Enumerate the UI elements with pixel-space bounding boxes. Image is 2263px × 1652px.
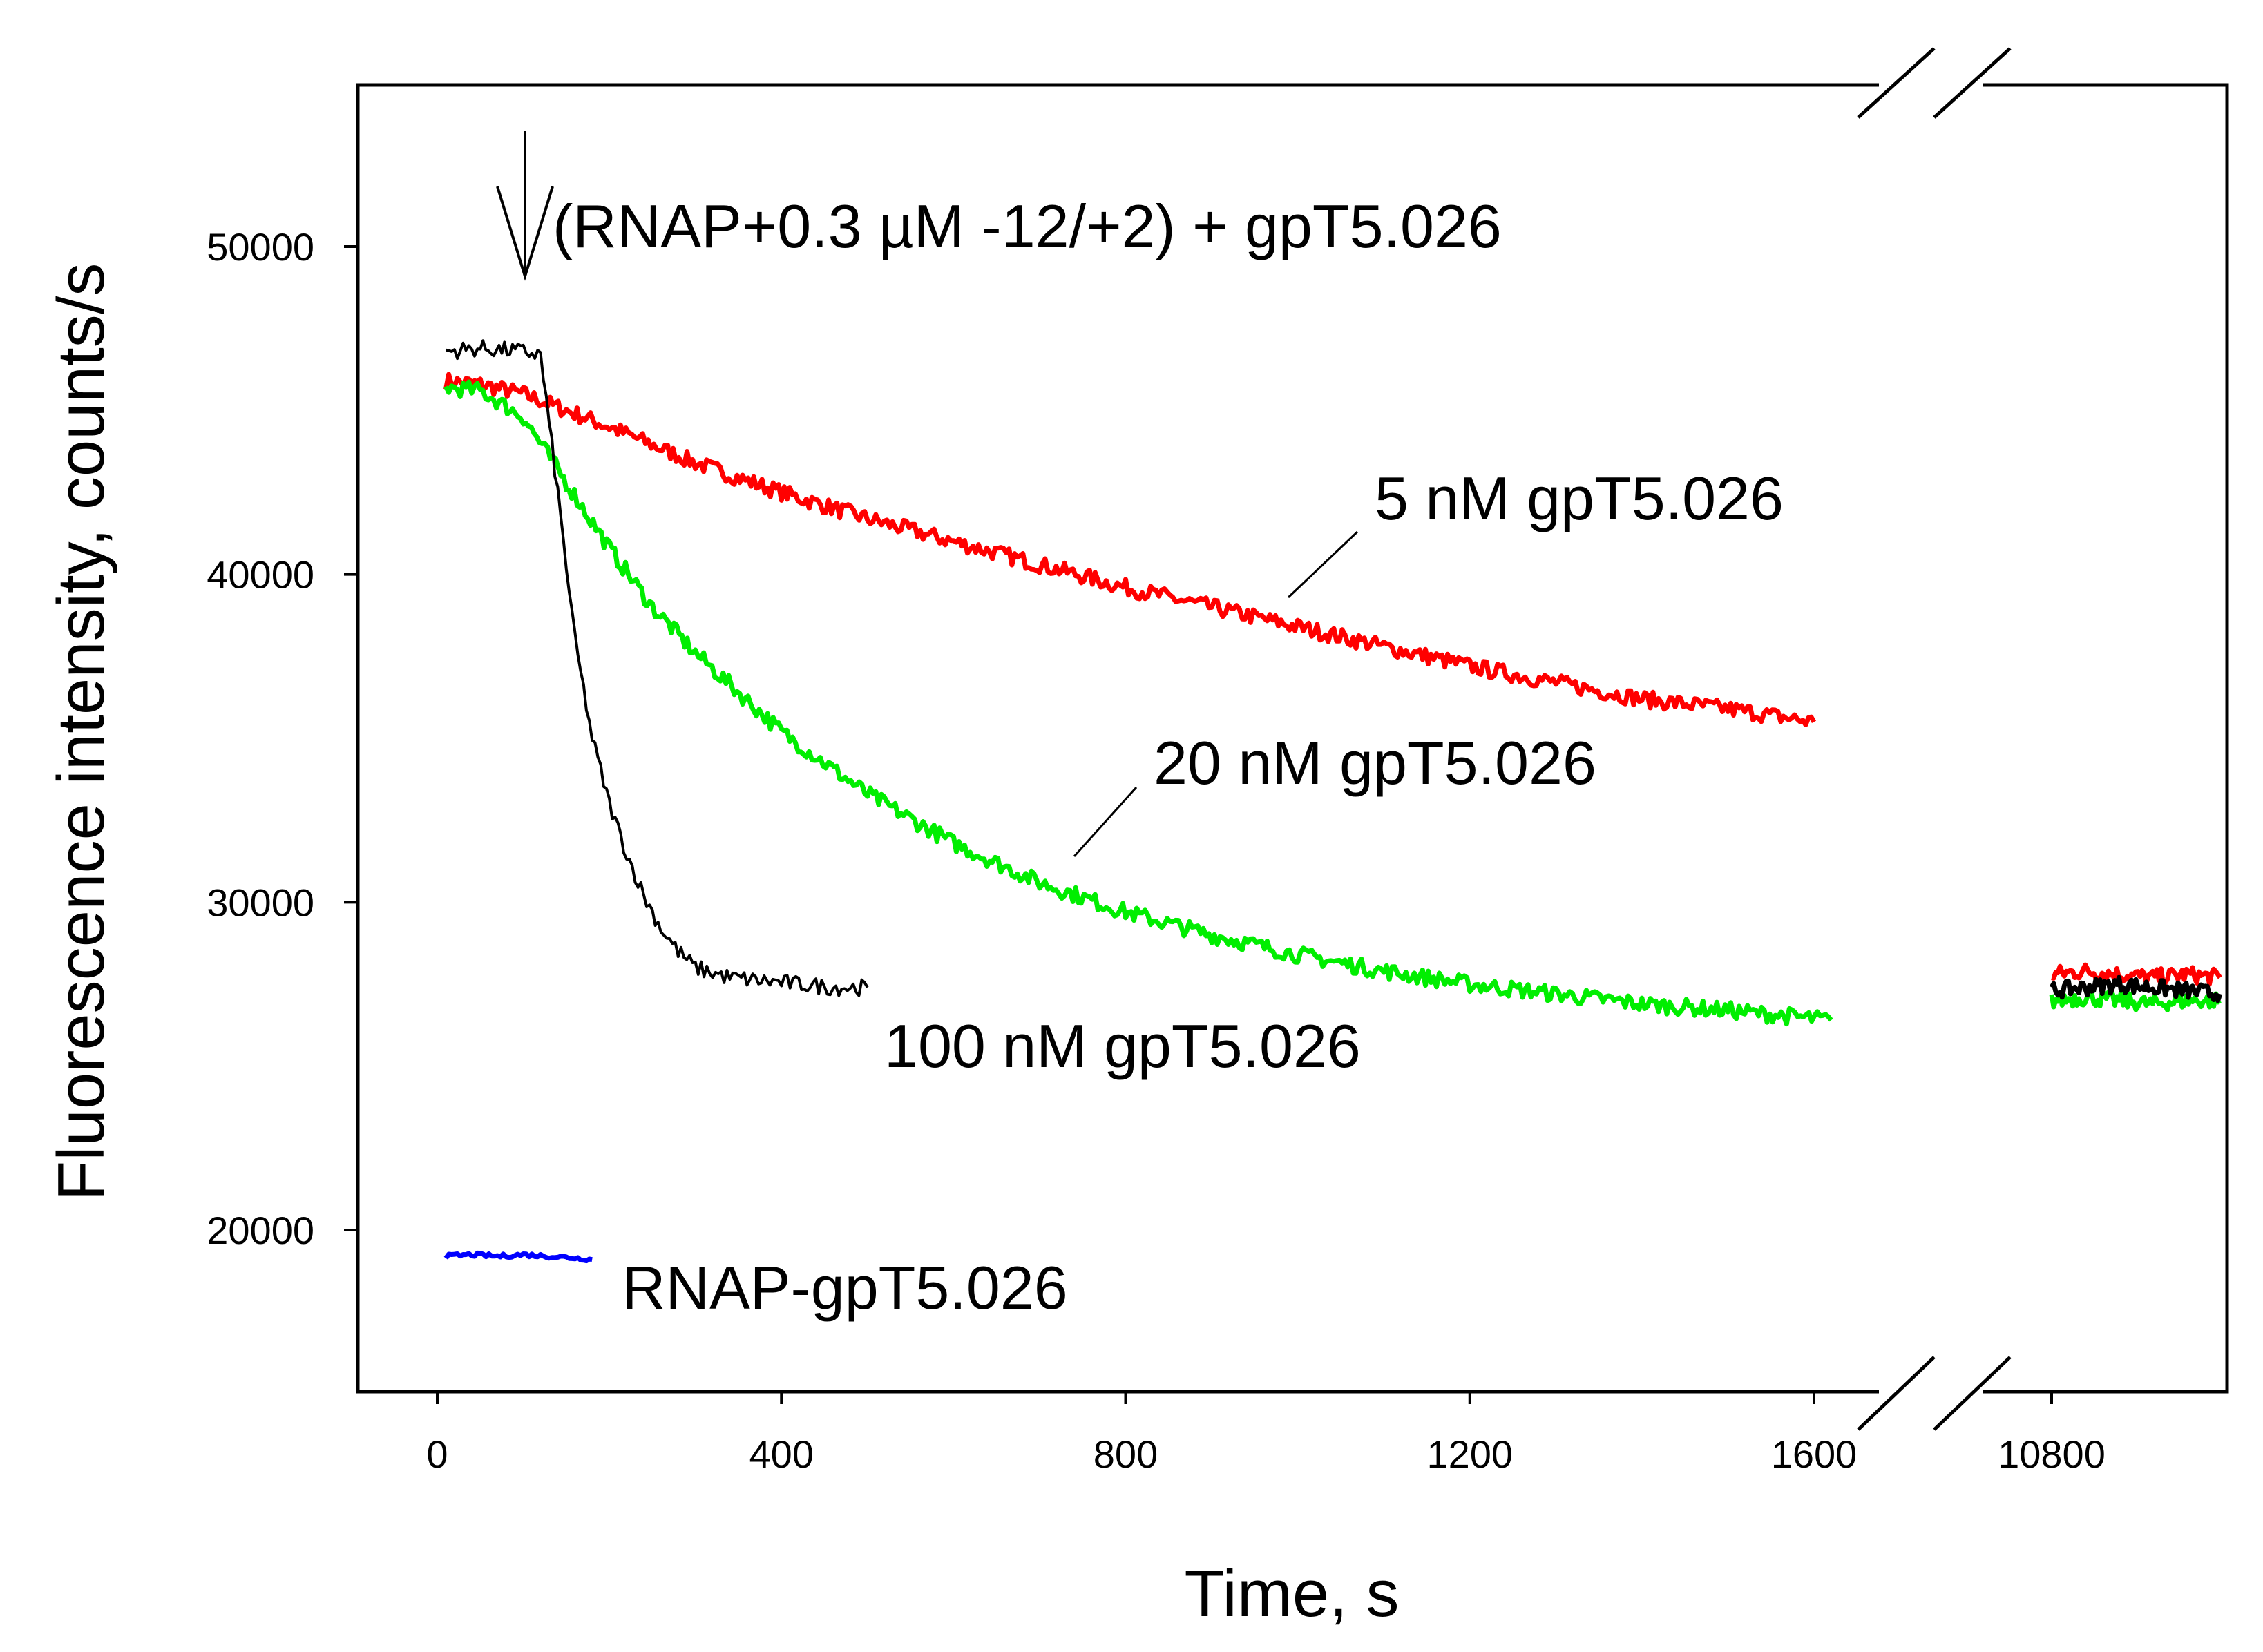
x-tick-label: 1200	[1426, 1432, 1513, 1476]
series-line-late-20-nm-gpt5-026	[2049, 989, 2222, 1012]
label-100nm: 100 nM gpT5.026	[884, 1012, 1361, 1080]
x-tick-label: 10800	[1998, 1432, 2106, 1476]
label-5nm: 5 nM gpT5.026	[1375, 464, 1784, 532]
series-line-100-nm-gpt5-026	[446, 339, 869, 997]
series-line-5-nm-gpt5-026	[443, 372, 1817, 727]
x-tick-label: 0	[426, 1432, 448, 1476]
label-20nm: 20 nM gpT5.026	[1154, 729, 1596, 797]
series-line-rnap-gpt5-026	[443, 1250, 593, 1264]
series-line-late-100-nm-gpt5-026	[2049, 974, 2223, 1003]
x-tick-label: 1600	[1771, 1432, 1858, 1476]
y-axis-title: Fluorescence intensity, counts/s	[44, 263, 118, 1202]
y-tick-label: 30000	[207, 881, 314, 924]
plot-frame	[356, 83, 2229, 1394]
addition-arrow	[496, 131, 554, 281]
x-tick-label: 800	[1094, 1432, 1158, 1476]
series-line-20-nm-gpt5-026	[443, 379, 1833, 1027]
y-tick-label: 50000	[207, 225, 314, 269]
label-complex: RNAP-gpT5.026	[622, 1254, 1068, 1322]
y-tick-label: 20000	[207, 1209, 314, 1252]
y-tick-label: 40000	[207, 553, 314, 597]
x-tick-label: 400	[749, 1432, 814, 1476]
addition-label: (RNAP+0.3 µM -12/+2) + gpT5.026	[553, 192, 1502, 260]
x-axis-title: Time, s	[1184, 1557, 1399, 1631]
axis-break-marks	[1857, 47, 2012, 1431]
series-line-late-5-nm-gpt5-026	[2051, 962, 2222, 987]
leader-20nm	[1073, 786, 1138, 858]
ticks: 0 400 800 1200 1600 10800 20000 30000 40000 50000	[207, 225, 2106, 1476]
leader-5nm	[1287, 530, 1359, 599]
series	[443, 339, 2223, 1264]
